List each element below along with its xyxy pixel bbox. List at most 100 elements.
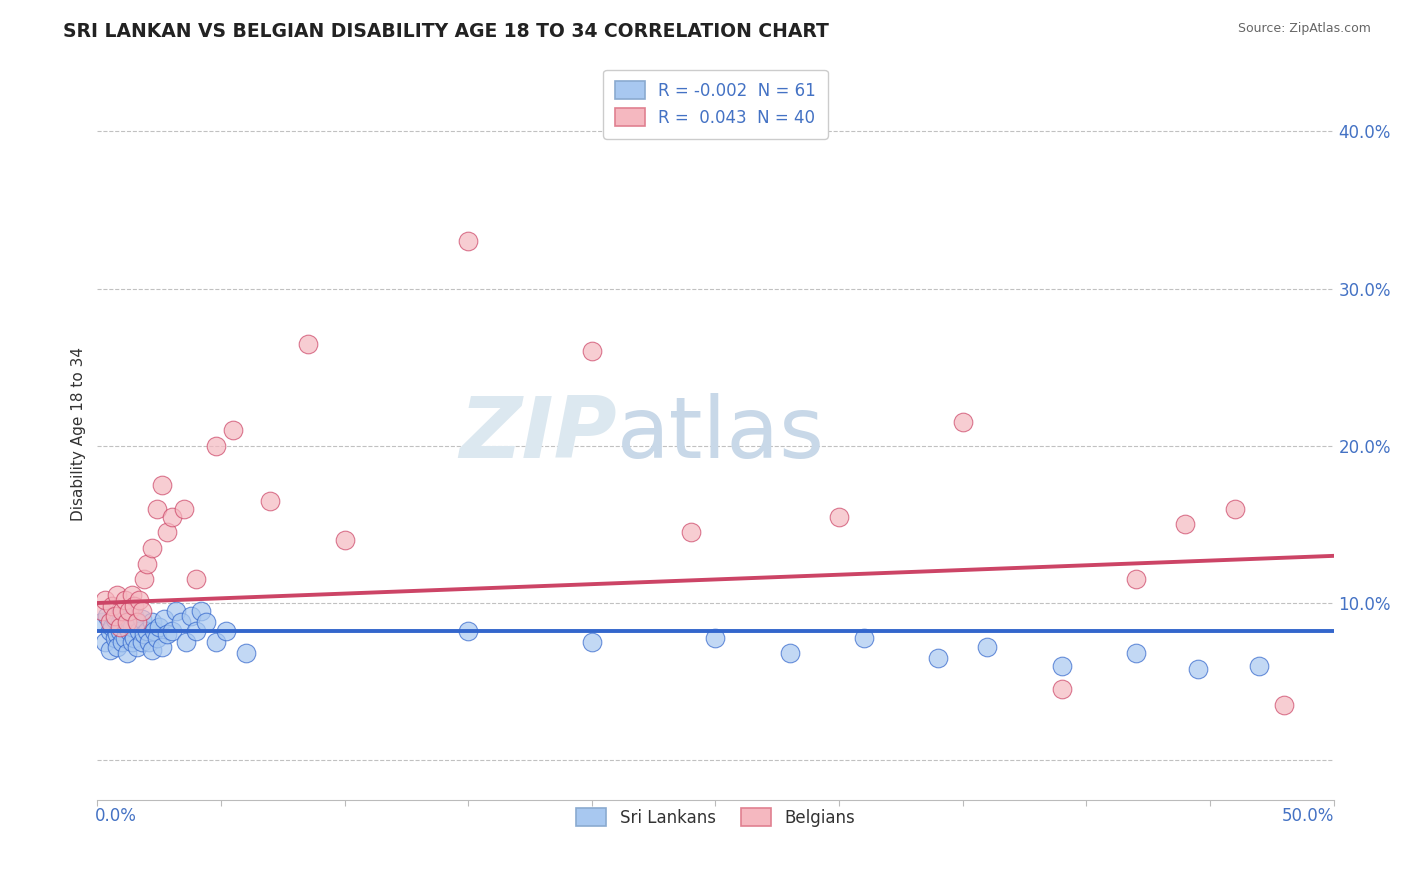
Point [114, 631, 136, 645]
Legend: Sri Lankans, Belgians: Sri Lankans, Belgians [568, 800, 863, 835]
Point [124, 631, 146, 645]
Point [190, 604, 212, 618]
Point [1125, 646, 1147, 660]
Point [121, 588, 143, 602]
Point [952, 415, 974, 429]
Point [94, 635, 117, 649]
Point [235, 646, 257, 660]
Point [96, 608, 118, 623]
Point [205, 439, 228, 453]
Point [166, 604, 188, 618]
Point [297, 336, 319, 351]
Point [111, 604, 134, 618]
Point [114, 593, 136, 607]
Point [124, 608, 146, 623]
Point [121, 619, 143, 633]
Point [170, 615, 193, 629]
Point [259, 493, 281, 508]
Point [704, 631, 727, 645]
Point [138, 635, 160, 649]
Point [1050, 659, 1073, 673]
Point [131, 612, 153, 626]
Point [160, 509, 183, 524]
Point [333, 533, 356, 548]
Point [134, 573, 156, 587]
Point [105, 588, 128, 602]
Text: 0.0%: 0.0% [94, 807, 136, 825]
Point [148, 619, 170, 633]
Point [104, 631, 127, 645]
Point [195, 615, 218, 629]
Text: atlas: atlas [617, 392, 824, 475]
Point [852, 631, 875, 645]
Text: 50.0%: 50.0% [1281, 807, 1334, 825]
Point [1125, 573, 1147, 587]
Point [141, 541, 163, 555]
Point [108, 615, 131, 629]
Point [155, 525, 177, 540]
Point [135, 557, 157, 571]
Point [155, 627, 177, 641]
Point [118, 604, 141, 618]
Point [131, 604, 153, 618]
Point [150, 478, 173, 492]
Point [101, 619, 124, 633]
Text: Source: ZipAtlas.com: Source: ZipAtlas.com [1237, 22, 1371, 36]
Point [1223, 501, 1246, 516]
Point [457, 235, 479, 249]
Point [108, 624, 131, 639]
Point [94, 593, 117, 607]
Point [145, 501, 167, 516]
Point [131, 635, 153, 649]
Point [1272, 698, 1295, 713]
Point [124, 599, 146, 614]
Point [105, 627, 128, 641]
Point [1050, 682, 1073, 697]
Point [98, 643, 121, 657]
Point [1249, 659, 1271, 673]
Point [205, 635, 228, 649]
Point [128, 624, 150, 639]
Point [1187, 662, 1209, 676]
Point [457, 624, 479, 639]
Point [153, 612, 176, 626]
Point [679, 525, 702, 540]
Point [115, 619, 138, 633]
Point [779, 646, 801, 660]
Point [581, 635, 603, 649]
Point [104, 612, 127, 626]
Point [180, 608, 202, 623]
Point [111, 635, 134, 649]
Point [128, 593, 150, 607]
Point [118, 612, 141, 626]
Point [160, 624, 183, 639]
Point [173, 501, 195, 516]
Point [91, 604, 114, 618]
Point [141, 615, 163, 629]
Point [150, 640, 173, 654]
Point [108, 619, 131, 633]
Text: SRI LANKAN VS BELGIAN DISABILITY AGE 18 TO 34 CORRELATION CHART: SRI LANKAN VS BELGIAN DISABILITY AGE 18 … [63, 22, 830, 41]
Point [186, 624, 208, 639]
Point [927, 651, 949, 665]
Point [91, 615, 114, 629]
Point [222, 423, 245, 437]
Point [125, 615, 148, 629]
Point [98, 615, 121, 629]
Point [186, 573, 208, 587]
Point [143, 624, 166, 639]
Point [581, 344, 603, 359]
Point [828, 509, 851, 524]
Point [135, 624, 157, 639]
Text: ZIP: ZIP [458, 392, 617, 475]
Point [125, 615, 148, 629]
Point [121, 635, 143, 649]
Point [176, 635, 198, 649]
Point [118, 624, 141, 639]
Point [1174, 517, 1197, 532]
Point [111, 608, 134, 623]
Point [134, 627, 156, 641]
Point [115, 615, 138, 629]
Point [104, 608, 127, 623]
Point [98, 624, 121, 639]
